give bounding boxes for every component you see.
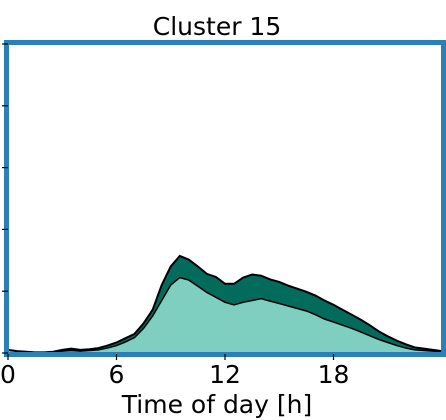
- plot-area: [7, 254, 443, 354]
- series-upper-area: [8, 255, 442, 353]
- series-upper-line: [7, 254, 443, 354]
- x-tick-label: 0: [0, 360, 16, 389]
- series-lower-area: [8, 277, 442, 353]
- series-lower-line: [7, 276, 443, 354]
- axis-ticks: 0 6 12 18: [0, 43, 350, 389]
- x-tick-label: 6: [109, 360, 125, 389]
- chart-title: Cluster 15: [153, 12, 282, 41]
- x-tick-label: 12: [209, 360, 241, 389]
- x-axis-label: Time of day [h]: [121, 390, 312, 419]
- x-tick-label: 18: [318, 360, 350, 389]
